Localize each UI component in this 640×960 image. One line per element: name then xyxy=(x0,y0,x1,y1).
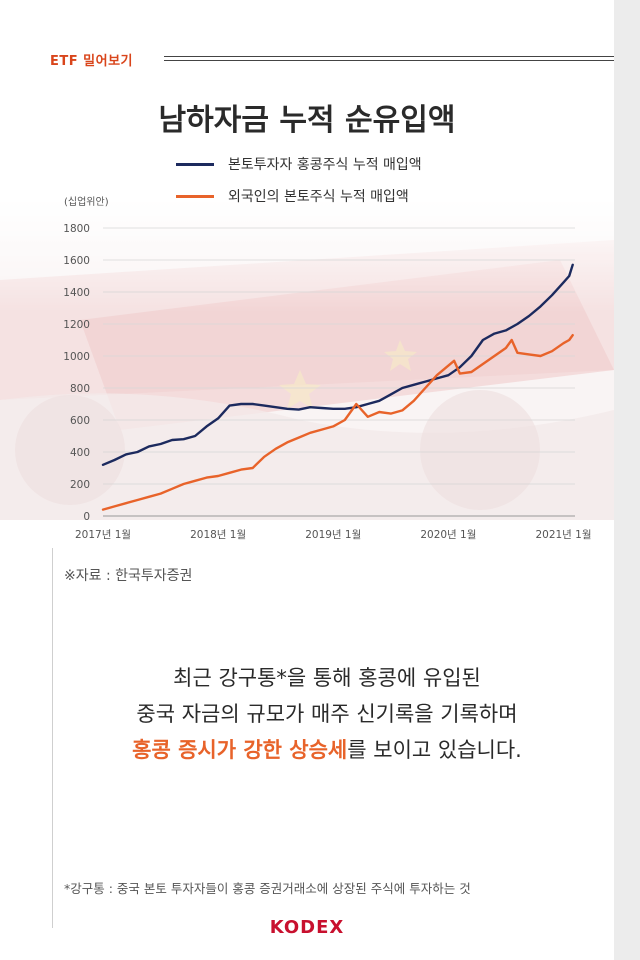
legend-swatch-navy xyxy=(176,162,214,166)
kodex-logo: KODEX xyxy=(269,917,345,938)
infographic-card: ETF 밀어보기 남하자금 누적 순유입액 본토투자자 홍콩주식 누적 매입액 … xyxy=(0,0,614,960)
y-tick-label: 800 xyxy=(70,383,90,395)
body-line-1: 최근 강구통*을 통해 홍콩에 유입된 xyxy=(173,666,481,690)
y-axis-unit: (십업위안) xyxy=(64,197,109,208)
source-note: ※자료 : 한국투자증권 xyxy=(64,568,193,584)
legend-item-orange: 외국인의 본토주식 누적 매입액 xyxy=(176,180,422,212)
x-tick-label: 2018년 1월 xyxy=(190,529,246,541)
right-margin-strip xyxy=(614,0,640,960)
legend-swatch-orange xyxy=(176,194,214,198)
y-tick-label: 1200 xyxy=(63,319,90,331)
x-tick-label: 2019년 1월 xyxy=(305,529,361,541)
y-tick-label: 0 xyxy=(83,511,90,523)
y-tick-label: 1400 xyxy=(63,287,90,299)
y-tick-label: 1800 xyxy=(63,223,90,235)
left-rule xyxy=(52,548,53,928)
highlight-text: 홍콩 증시가 강한 상승세 xyxy=(132,738,348,762)
y-tick-label: 400 xyxy=(70,447,90,459)
x-tick-label: 2020년 1월 xyxy=(420,529,476,541)
legend-label: 외국인의 본토주식 누적 매입액 xyxy=(228,189,409,205)
x-tick-label: 2017년 1월 xyxy=(75,529,131,541)
line-chart: 0 200 400 600 800 1000 1200 1400 1600 1800 2017년 1… xyxy=(63,223,591,541)
x-tick-label: 2021년 1월 xyxy=(535,529,591,541)
y-tick-label: 1600 xyxy=(63,255,90,267)
y-tick-label: 200 xyxy=(70,479,90,491)
body-line-2: 중국 자금의 규모가 매주 신기록을 기록하며 xyxy=(136,702,518,726)
chart-legend: 본토투자자 홍콩주식 누적 매입액 외국인의 본토주식 누적 매입액 xyxy=(176,148,422,212)
y-tick-label: 600 xyxy=(70,415,90,427)
footnote: *강구통 : 중국 본토 투자자들이 홍콩 증권거래소에 상장된 주식에 투자하… xyxy=(64,881,471,896)
chart-title: 남하자금 누적 순유입액 xyxy=(158,103,456,138)
legend-label: 본토투자자 홍콩주식 누적 매입액 xyxy=(228,157,422,173)
section-tag: ETF 밀어보기 xyxy=(50,54,133,69)
header-rule xyxy=(164,56,614,61)
y-tick-label: 1000 xyxy=(63,351,90,363)
series-line-orange xyxy=(101,334,574,511)
body-line-3-rest: 를 보이고 있습니다. xyxy=(347,738,522,762)
legend-item-navy: 본토투자자 홍콩주식 누적 매입액 xyxy=(176,148,422,180)
series-line-navy xyxy=(101,263,574,466)
body-text: 최근 강구통*을 통해 홍콩에 유입된 중국 자금의 규모가 매주 신기록을 기… xyxy=(40,660,614,768)
body-line-3: 홍콩 증시가 강한 상승세를 보이고 있습니다. xyxy=(40,732,614,768)
banknote-flag-background xyxy=(0,200,614,520)
